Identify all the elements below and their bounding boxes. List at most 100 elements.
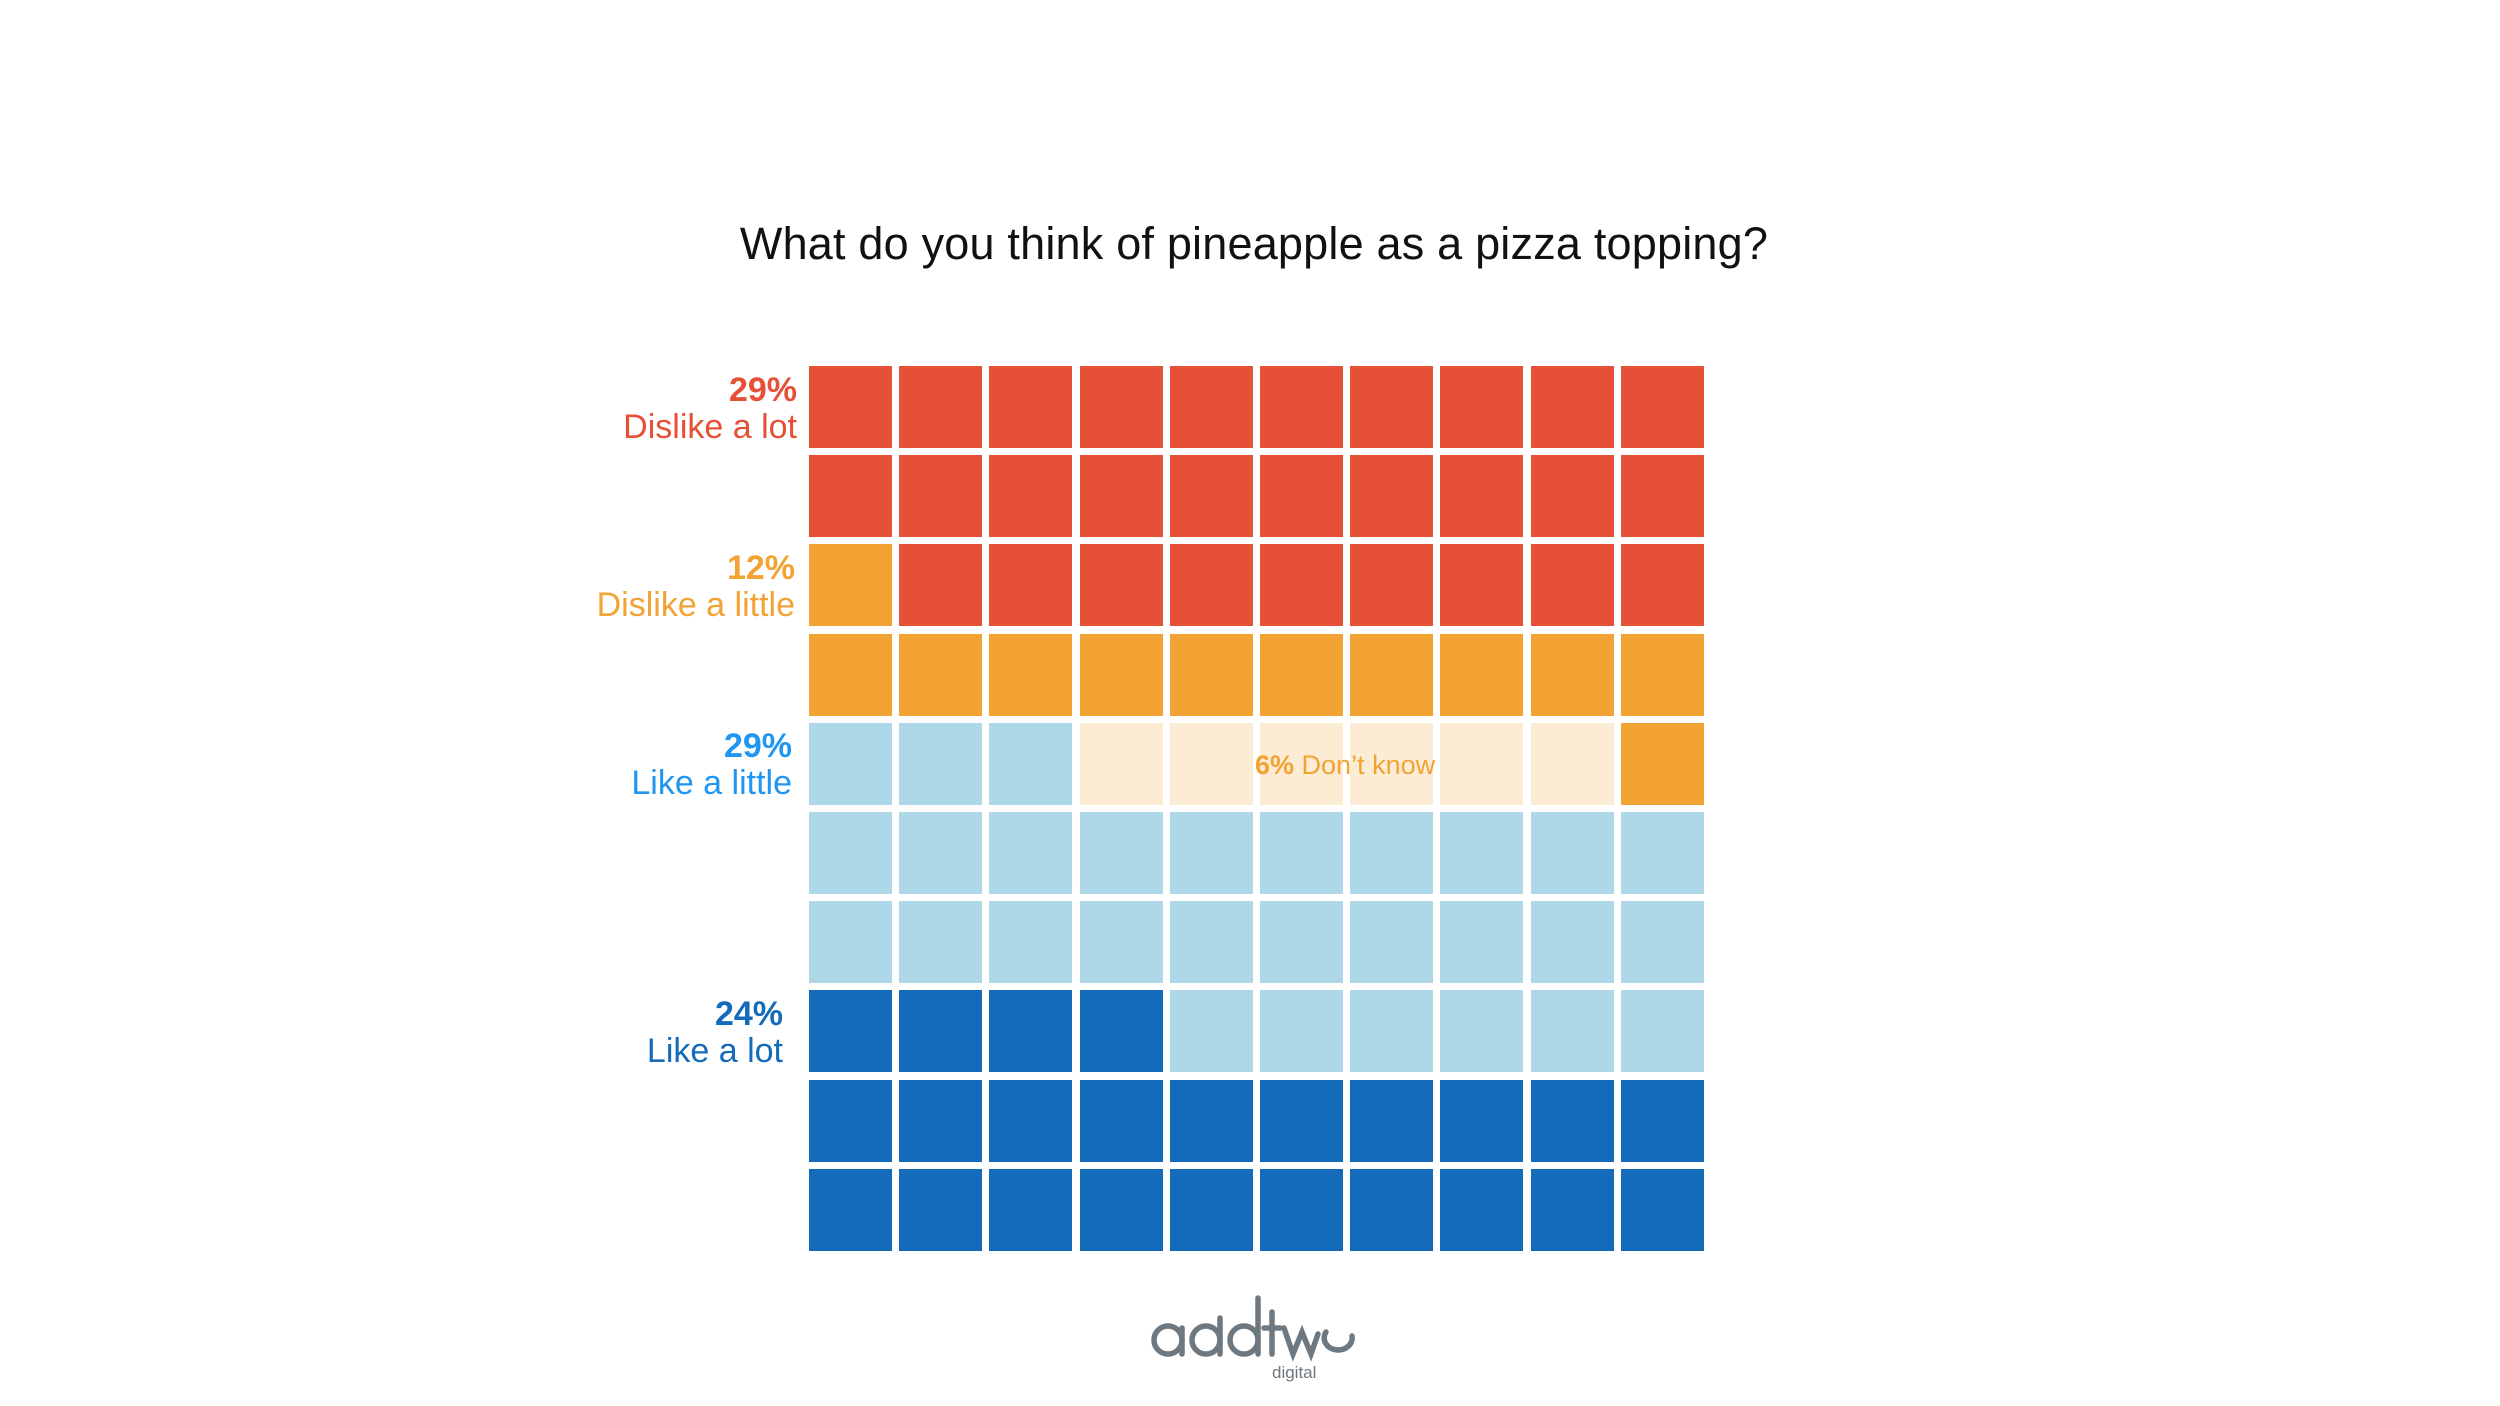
waffle-cell-like-a-lot [1440,1080,1523,1162]
waffle-cell-dislike-a-lot [989,366,1072,448]
waffle-cell-dislike-a-little [1260,634,1343,716]
dont-know-pct: 6% [1255,750,1295,780]
label-like-a-little: 29% Like a little [631,727,792,803]
waffle-cell-dislike-a-lot [809,366,892,448]
waffle-cell-like-a-little [809,812,892,894]
waffle-cell-like-a-little [809,901,892,983]
waffle-cell-dont-know [1531,723,1614,805]
waffle-cell-like-a-little [1621,901,1704,983]
waffle-cell-dislike-a-little [1440,634,1523,716]
waffle-cell-dislike-a-little [809,544,892,626]
waffle-cell-dislike-a-lot [1080,544,1163,626]
waffle-cell-like-a-lot [1350,1169,1433,1251]
waffle-cell-like-a-little [1440,812,1523,894]
waffle-cell-like-a-little [1350,812,1433,894]
waffle-cell-like-a-little [1531,990,1614,1072]
waffle-cell-dislike-a-lot [1350,544,1433,626]
addtwo-logo: digital [1148,1288,1368,1388]
waffle-cell-like-a-little [1621,812,1704,894]
waffle-cell-dislike-a-lot [989,544,1072,626]
waffle-cell-dislike-a-little [1621,723,1704,805]
waffle-cell-dislike-a-little [1531,634,1614,716]
waffle-cell-dislike-a-lot [899,366,982,448]
waffle-cell-dislike-a-lot [1080,366,1163,448]
waffle-cell-dislike-a-lot [1440,544,1523,626]
waffle-cell-like-a-little [1350,901,1433,983]
label-name: Dislike a little [596,586,795,625]
waffle-cell-like-a-little [989,812,1072,894]
waffle-cell-like-a-little [809,723,892,805]
waffle-cell-like-a-little [1170,990,1253,1072]
waffle-cell-dislike-a-lot [1531,366,1614,448]
waffle-cell-like-a-lot [1170,1169,1253,1251]
waffle-grid [809,366,1709,1251]
waffle-cell-like-a-lot [989,1080,1072,1162]
waffle-cell-like-a-lot [809,990,892,1072]
waffle-cell-dislike-a-lot [1621,455,1704,537]
waffle-cell-dont-know [1170,723,1253,805]
waffle-cell-like-a-lot [899,1080,982,1162]
waffle-cell-dislike-a-lot [1531,455,1614,537]
waffle-cell-like-a-lot [1621,1080,1704,1162]
waffle-cell-like-a-lot [989,990,1072,1072]
waffle-cell-like-a-little [1621,990,1704,1072]
waffle-cell-like-a-lot [1170,1080,1253,1162]
waffle-cell-like-a-little [1531,812,1614,894]
waffle-cell-like-a-little [899,723,982,805]
waffle-cell-dislike-a-lot [1440,455,1523,537]
waffle-cell-dislike-a-lot [1350,366,1433,448]
waffle-cell-dislike-a-little [989,634,1072,716]
label-dislike-a-little: 12% Dislike a little [596,549,795,625]
waffle-cell-like-a-little [1260,901,1343,983]
waffle-cell-dislike-a-lot [1440,366,1523,448]
dont-know-name: Don’t know [1301,750,1436,780]
waffle-cell-like-a-lot [1531,1080,1614,1162]
waffle-cell-like-a-lot [1621,1169,1704,1251]
waffle-cell-like-a-lot [1260,1080,1343,1162]
label-name: Like a lot [646,1032,783,1071]
waffle-cell-like-a-lot [1440,1169,1523,1251]
waffle-cell-like-a-lot [1350,1080,1433,1162]
waffle-cell-like-a-little [1531,901,1614,983]
waffle-cell-dislike-a-lot [1260,366,1343,448]
waffle-cell-like-a-lot [1260,1169,1343,1251]
waffle-cell-dislike-a-lot [1260,455,1343,537]
label-pct: 24% [714,995,783,1033]
waffle-cell-like-a-little [1170,901,1253,983]
waffle-cell-dislike-a-lot [1260,544,1343,626]
waffle-cell-dislike-a-lot [1350,455,1433,537]
addtwo-logo-icon: digital [1151,1295,1355,1382]
waffle-cell-dislike-a-little [1621,634,1704,716]
waffle-cell-like-a-lot [1080,1169,1163,1251]
waffle-cell-like-a-lot [809,1169,892,1251]
waffle-cell-dislike-a-lot [1170,366,1253,448]
waffle-cell-dislike-a-lot [1621,366,1704,448]
label-dislike-a-lot: 29% Dislike a lot [623,371,797,447]
waffle-cell-dislike-a-little [899,634,982,716]
waffle-cell-dislike-a-lot [899,455,982,537]
waffle-cell-dislike-a-lot [899,544,982,626]
waffle-cell-dislike-a-lot [1531,544,1614,626]
waffle-cell-like-a-little [1350,990,1433,1072]
waffle-cell-like-a-little [1080,812,1163,894]
waffle-cell-dont-know [1260,723,1343,805]
waffle-cell-like-a-little [1440,901,1523,983]
waffle-cell-like-a-little [1170,812,1253,894]
waffle-cell-dislike-a-little [809,634,892,716]
waffle-cell-dont-know [1440,723,1523,805]
waffle-cell-dislike-a-lot [1080,455,1163,537]
waffle-cell-dont-know [1350,723,1433,805]
waffle-cell-dislike-a-lot [809,455,892,537]
waffle-cell-like-a-little [1260,990,1343,1072]
waffle-cell-dislike-a-lot [1170,544,1253,626]
waffle-cell-dislike-a-little [1080,634,1163,716]
waffle-cell-like-a-lot [1080,990,1163,1072]
dont-know-label: 6% Don’t know [1255,750,1435,781]
waffle-cell-like-a-little [989,723,1072,805]
waffle-cell-like-a-lot [989,1169,1072,1251]
label-like-a-lot: 24% Like a lot [646,995,783,1071]
waffle-cell-like-a-little [989,901,1072,983]
waffle-cell-like-a-little [1080,901,1163,983]
waffle-cell-dislike-a-little [1350,634,1433,716]
label-pct: 29% [723,727,792,765]
